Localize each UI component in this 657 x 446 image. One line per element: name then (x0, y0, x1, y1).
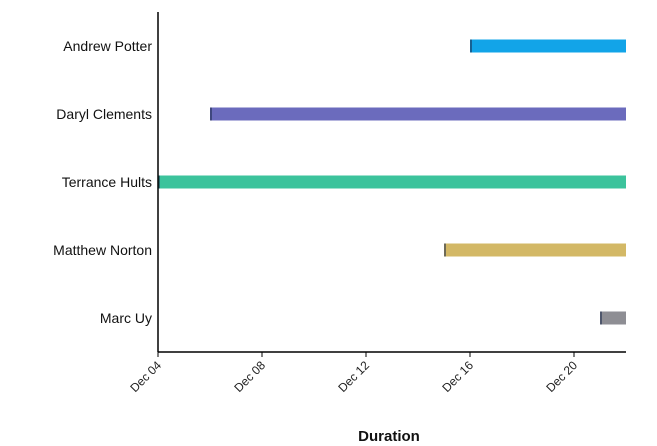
x-tick-label: Dec 20 (543, 358, 580, 395)
x-tick-label: Dec 08 (231, 358, 268, 395)
y-label-matthew-norton: Matthew Norton (53, 242, 152, 258)
bar-start-cap (210, 107, 212, 121)
bar-terrance-hults (158, 175, 626, 189)
bar-daryl-clements (210, 107, 626, 121)
bars-group (158, 39, 626, 325)
x-tick-label: Dec 04 (127, 358, 164, 395)
bar-start-cap (470, 39, 472, 53)
x-axis-title: Duration (358, 428, 420, 445)
y-label-terrance-hults: Terrance Hults (62, 174, 152, 190)
x-axis-ticks: Dec 04 Dec 08 Dec 12 Dec 16 Dec 20 (127, 352, 580, 395)
bar-start-cap (444, 243, 446, 257)
x-tick-label: Dec 12 (335, 358, 372, 395)
bar-matthew-norton (444, 243, 626, 257)
bar-andrew-potter (470, 39, 626, 53)
bar-marc-uy (600, 311, 626, 325)
y-label-daryl-clements: Daryl Clements (56, 106, 152, 122)
y-label-andrew-potter: Andrew Potter (63, 38, 152, 54)
bar-start-cap (600, 311, 602, 325)
bar-start-cap (158, 175, 160, 189)
y-axis-labels: Andrew Potter Daryl Clements Terrance Hult… (53, 38, 152, 326)
x-tick-label: Dec 16 (439, 358, 476, 395)
y-label-marc-uy: Marc Uy (100, 310, 152, 326)
